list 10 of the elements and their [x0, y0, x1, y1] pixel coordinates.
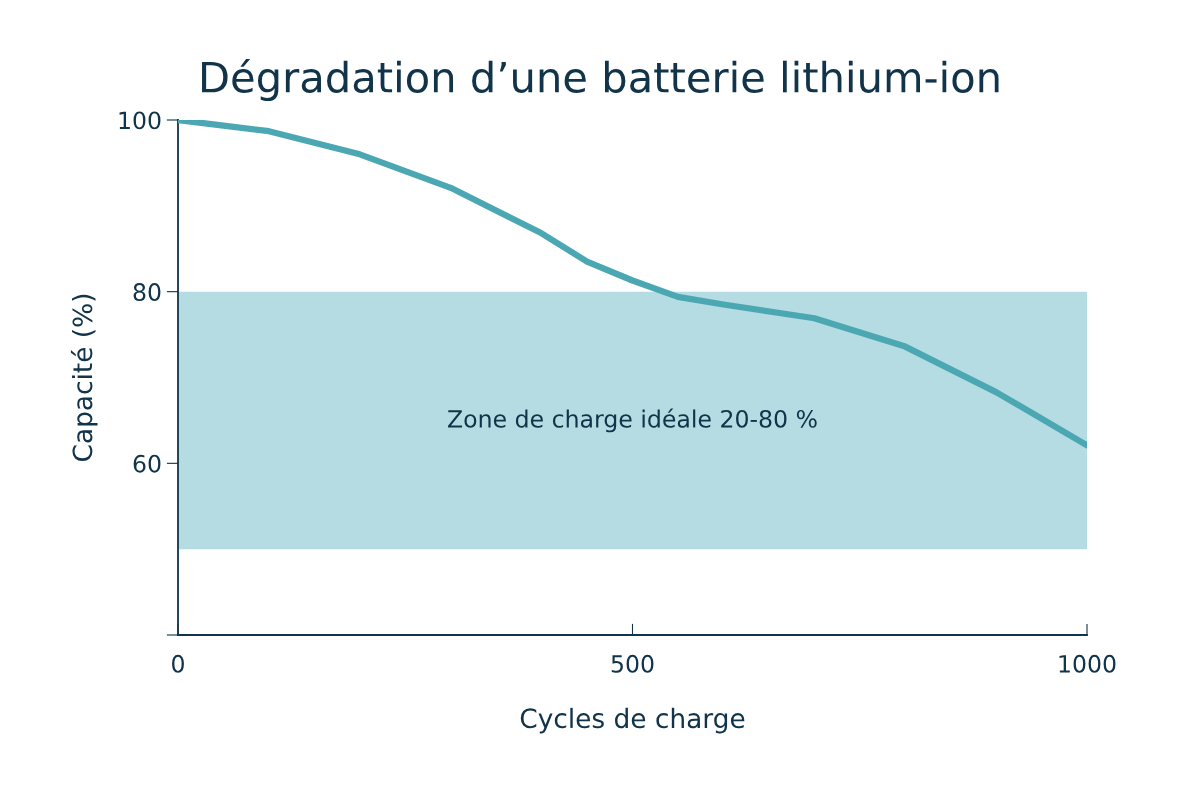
- y-axis-title: Capacité (%): [70, 294, 98, 462]
- y-tick-label: 60: [133, 454, 161, 473]
- chart-title: Dégradation d’une batterie lithium-ion: [202, 59, 999, 101]
- x-tick-label: 1000: [1059, 654, 1116, 673]
- x-axis-title: Cycles de charge: [520, 707, 745, 734]
- y-tick-label: 80: [133, 283, 161, 301]
- band-label: Zone de charge idéale 20-80 %: [448, 408, 817, 433]
- y-tick-label: 100: [119, 111, 161, 130]
- x-tick-label: 0: [172, 654, 184, 673]
- x-tick-label: 500: [611, 654, 654, 673]
